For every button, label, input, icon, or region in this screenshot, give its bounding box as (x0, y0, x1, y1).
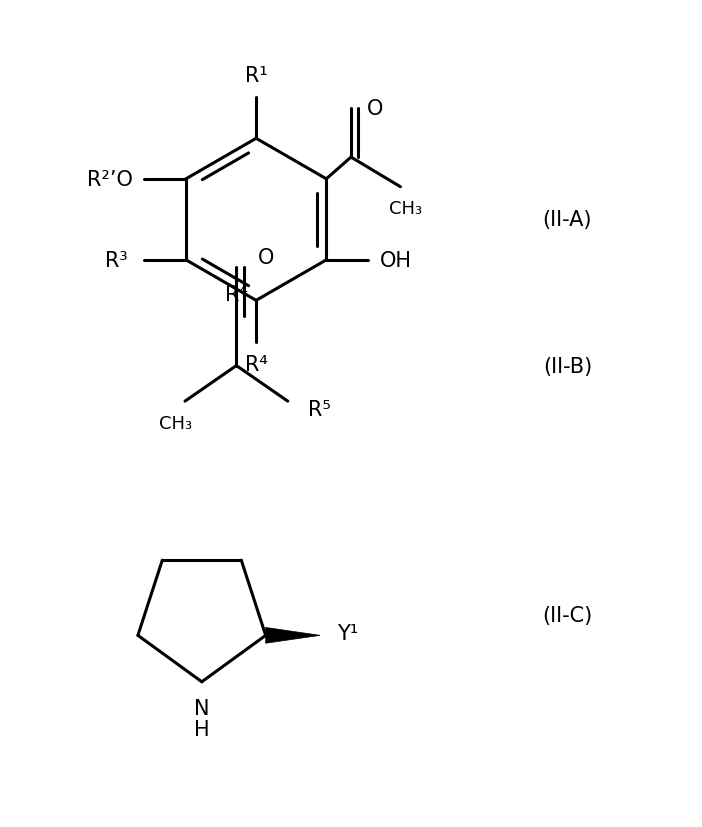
Text: Y¹: Y¹ (337, 624, 358, 643)
Text: O: O (366, 98, 383, 118)
Text: (II-A): (II-A) (543, 210, 592, 230)
Text: H: H (194, 719, 210, 739)
Text: (II-C): (II-C) (542, 605, 592, 625)
Text: O: O (258, 247, 274, 268)
Text: R²’O: R²’O (87, 170, 133, 189)
Text: CH₃: CH₃ (389, 200, 422, 218)
Text: R¹: R¹ (245, 66, 267, 86)
Text: R³: R³ (105, 251, 128, 270)
Polygon shape (265, 628, 320, 643)
Text: OH: OH (380, 251, 411, 270)
Text: R⁴: R⁴ (225, 285, 248, 305)
Text: (II-B): (II-B) (543, 356, 592, 376)
Text: N: N (194, 699, 209, 719)
Text: CH₃: CH₃ (159, 414, 192, 433)
Text: R⁵: R⁵ (308, 399, 331, 419)
Text: R⁴: R⁴ (245, 354, 267, 374)
